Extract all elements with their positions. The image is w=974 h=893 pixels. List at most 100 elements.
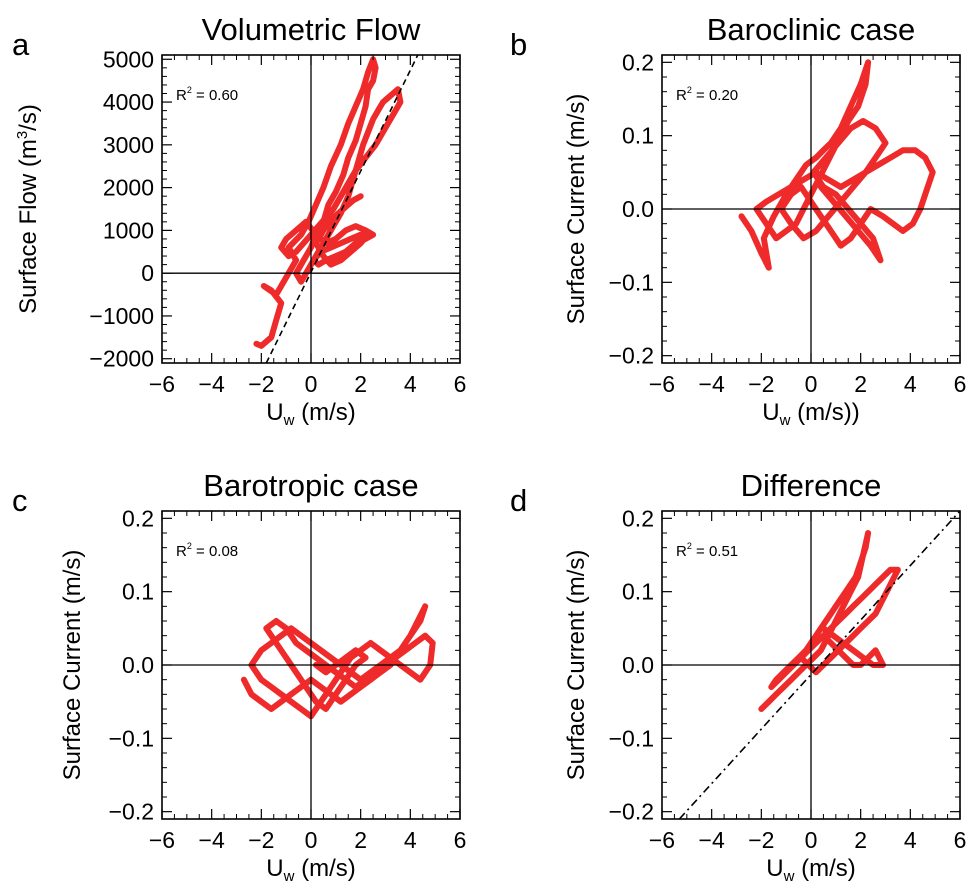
y-tick-label-a: −2000 (89, 346, 154, 372)
x-tick-label-a: 2 (354, 371, 367, 397)
y-tick-label-c: −0.2 (109, 799, 154, 825)
r-squared-label-a: R2 = 0.60 (176, 85, 238, 104)
y-axis-label-superscript: 3 (14, 131, 31, 139)
x-tick-label-c: 2 (354, 827, 367, 853)
r-squared-label-b: R2 = 0.20 (676, 85, 738, 104)
y-axis-label-main: Surface Current (m/s) (59, 550, 86, 781)
x-tick-label-c: −2 (248, 827, 274, 853)
r-squared-value: = 0.08 (192, 543, 238, 560)
y-axis-label-b: Surface Current (m/s) (563, 94, 590, 325)
y-tick-label-b: 0.1 (622, 123, 654, 149)
y-tick-label-d: −0.2 (609, 799, 654, 825)
y-tick-label-a: −1000 (89, 303, 154, 329)
x-tick-label-a: 4 (404, 371, 417, 397)
x-axis-label-subscript: w (783, 868, 795, 885)
y-tick-label-c: −0.1 (109, 725, 154, 751)
panel-title-a: Volumetric Flow (202, 12, 421, 47)
panel-letter-a: a (12, 27, 30, 62)
x-tick-label-b: −4 (699, 371, 725, 397)
panel-letter-b: b (510, 27, 527, 62)
x-axis-label-units: (m/s) (794, 855, 855, 882)
y-tick-label-a: 4000 (103, 89, 154, 115)
r-squared-label-d: R2 = 0.51 (676, 541, 738, 560)
y-axis-label-main: Surface Current (m/s) (563, 550, 590, 781)
x-tick-label-a: 0 (305, 371, 318, 397)
data-trace-d (758, 530, 901, 712)
x-tick-label-d: 0 (805, 827, 818, 853)
y-tick-label-c: 0.2 (122, 505, 154, 531)
r-squared-label-c: R2 = 0.08 (176, 541, 238, 560)
x-tick-label-a: −6 (149, 371, 175, 397)
x-tick-label-d: 6 (954, 827, 967, 853)
y-tick-label-a: 1000 (103, 217, 154, 243)
y-axis-label-a: Surface Flow (m3/s) (14, 104, 42, 314)
x-axis-label-main: U (766, 855, 783, 882)
y-tick-label-d: 0.2 (622, 505, 654, 531)
x-axis-label-c: Uw (m/s) (266, 855, 356, 885)
r-squared-value: = 0.20 (692, 87, 738, 104)
r-squared-symbol: R (176, 543, 187, 560)
r-squared-symbol: R (176, 87, 187, 104)
y-tick-label-a: 0 (141, 260, 154, 286)
r-squared-symbol: R (676, 87, 687, 104)
x-tick-label-c: 4 (404, 827, 417, 853)
y-tick-label-a: 2000 (103, 175, 154, 201)
x-tick-label-d: 2 (854, 827, 867, 853)
r-squared-value: = 0.51 (692, 543, 738, 560)
panel-letter-d: d (510, 483, 527, 518)
fit-line-d (678, 511, 960, 819)
x-tick-label-b: −2 (748, 371, 774, 397)
data-trace-a (253, 56, 404, 349)
x-tick-label-b: 6 (954, 371, 967, 397)
r-squared-exponent: 2 (687, 85, 692, 95)
x-tick-label-b: 4 (904, 371, 917, 397)
y-tick-label-a: 5000 (103, 46, 154, 72)
panel-title-c: Barotropic case (203, 468, 418, 503)
r-squared-symbol: R (676, 543, 687, 560)
x-tick-label-b: 0 (805, 371, 818, 397)
panel-letter-c: c (12, 483, 28, 518)
y-tick-label-d: −0.1 (609, 725, 654, 751)
y-tick-label-b: −0.1 (609, 269, 654, 295)
x-axis-label-a: Uw (m/s) (266, 399, 356, 429)
y-tick-label-a: 3000 (103, 132, 154, 158)
x-tick-label-d: −6 (649, 827, 675, 853)
y-axis-label-d: Surface Current (m/s) (563, 550, 590, 781)
x-axis-label-subscript: w (283, 412, 295, 429)
r-squared-exponent: 2 (687, 541, 692, 551)
panel-c: −6 −4 −2 0 2 4 6 −0.2 −0.1 0.0 0.1 0.2 Barotropic ca… (12, 468, 466, 885)
x-axis-label-b: Uw (m/s)) (762, 399, 860, 429)
y-axis-label-units: /s) (15, 104, 42, 131)
x-tick-label-b: 2 (854, 371, 867, 397)
x-tick-label-c: 0 (305, 827, 318, 853)
y-tick-label-d: 0.0 (622, 652, 654, 678)
panel-title-b: Baroclinic case (707, 12, 915, 47)
x-tick-label-d: −4 (699, 827, 725, 853)
x-axis-label-subscript: w (779, 412, 791, 429)
x-tick-label-c: 6 (454, 827, 467, 853)
panel-title-d: Difference (741, 468, 882, 503)
panel-d: −6 −4 −2 0 2 4 6−0.2−0.10.00.10.2DifferencedR2… (510, 468, 966, 885)
fit-line-a (265, 55, 419, 363)
x-axis-label-main: U (762, 399, 779, 426)
y-tick-label-c: 0.0 (122, 652, 154, 678)
x-tick-label-a: 6 (454, 371, 467, 397)
x-tick-label-b: −6 (649, 371, 675, 397)
panel-a: −6 −4 −2 0 2 4 6 −2000 −1000 0 1000 2000 3000 4000 500… (12, 12, 466, 429)
x-axis-label-units: (m/s)) (790, 399, 859, 426)
x-axis-label-units: (m/s) (294, 399, 355, 426)
y-axis-label-main: Surface Current (m/s) (563, 94, 590, 325)
data-trace-c (240, 603, 436, 720)
x-axis-label-subscript: w (283, 868, 295, 885)
x-tick-label-c: −6 (149, 827, 175, 853)
x-axis-label-main: U (266, 399, 283, 426)
x-axis-label-units: (m/s) (294, 855, 355, 882)
x-tick-label-a: −2 (248, 371, 274, 397)
y-axis-label-main: Surface Flow (m (15, 139, 42, 314)
x-axis-label-main: U (266, 855, 283, 882)
x-tick-label-c: −4 (199, 827, 225, 853)
y-tick-label-d: 0.1 (622, 579, 654, 605)
y-tick-label-c: 0.1 (122, 579, 154, 605)
x-tick-label-a: −4 (199, 371, 225, 397)
